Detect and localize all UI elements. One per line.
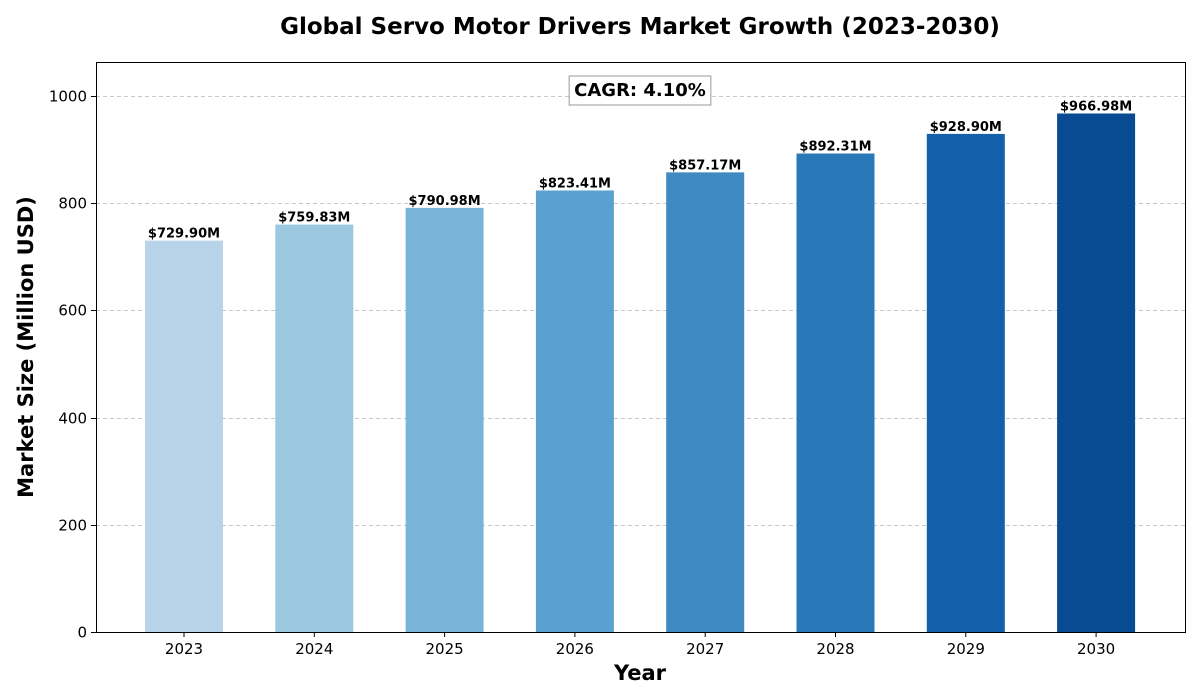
y-axis: 0 200 400 600 800 1000 xyxy=(49,88,96,642)
y-tick-label: 800 xyxy=(58,195,87,213)
y-axis-label: Market Size (Million USD) xyxy=(14,196,38,498)
bar xyxy=(275,224,354,632)
bar xyxy=(1057,113,1136,633)
bar-value-label: $790.98M xyxy=(409,194,481,209)
bar xyxy=(926,133,1005,632)
x-axis-label: Year xyxy=(613,661,667,685)
y-tick-label: 400 xyxy=(58,410,87,428)
x-tick-label: 2026 xyxy=(556,640,594,658)
x-tick-label: 2025 xyxy=(426,640,464,658)
cagr-annotation: CAGR: 4.10% xyxy=(568,75,712,106)
y-tick-label: 1000 xyxy=(49,88,87,106)
x-tick-label: 2027 xyxy=(686,640,724,658)
bar xyxy=(535,190,614,632)
bar-value-label: $966.98M xyxy=(1060,99,1132,114)
x-tick-label: 2028 xyxy=(816,640,854,658)
x-tick-label: 2029 xyxy=(947,640,985,658)
bar xyxy=(796,153,875,632)
bar-value-label: $892.31M xyxy=(799,140,871,155)
x-tick-label: 2024 xyxy=(295,640,333,658)
cagr-annotation-box xyxy=(568,75,712,106)
grid-lines xyxy=(96,96,1185,526)
y-tick-label: 0 xyxy=(77,624,87,642)
bar-value-label: $759.83M xyxy=(278,211,350,226)
bar xyxy=(145,240,223,632)
plot-frame xyxy=(96,62,1186,633)
bar-value-label: $729.90M xyxy=(148,227,220,242)
bar xyxy=(405,207,484,632)
x-tick-label: 2023 xyxy=(165,640,203,658)
bar-value-labels: $729.90M $759.83M $790.98M $823.41M $857.17M… xyxy=(148,99,1132,241)
bar-value-label: $857.17M xyxy=(669,158,741,173)
y-tick-label: 600 xyxy=(58,302,87,320)
cagr-annotation-text: CAGR: 4.10% xyxy=(574,80,706,101)
bar-value-label: $928.90M xyxy=(930,120,1002,135)
bar-value-label: $823.41M xyxy=(539,176,611,191)
y-tick-label: 200 xyxy=(58,517,87,535)
bars xyxy=(145,113,1136,633)
x-tick-label: 2030 xyxy=(1077,640,1115,658)
x-axis: 2023 2024 2025 2026 2027 2028 2029 2030 xyxy=(165,632,1115,658)
bar xyxy=(666,172,745,632)
chart-title: Global Servo Motor Drivers Market Growth… xyxy=(280,14,1000,40)
